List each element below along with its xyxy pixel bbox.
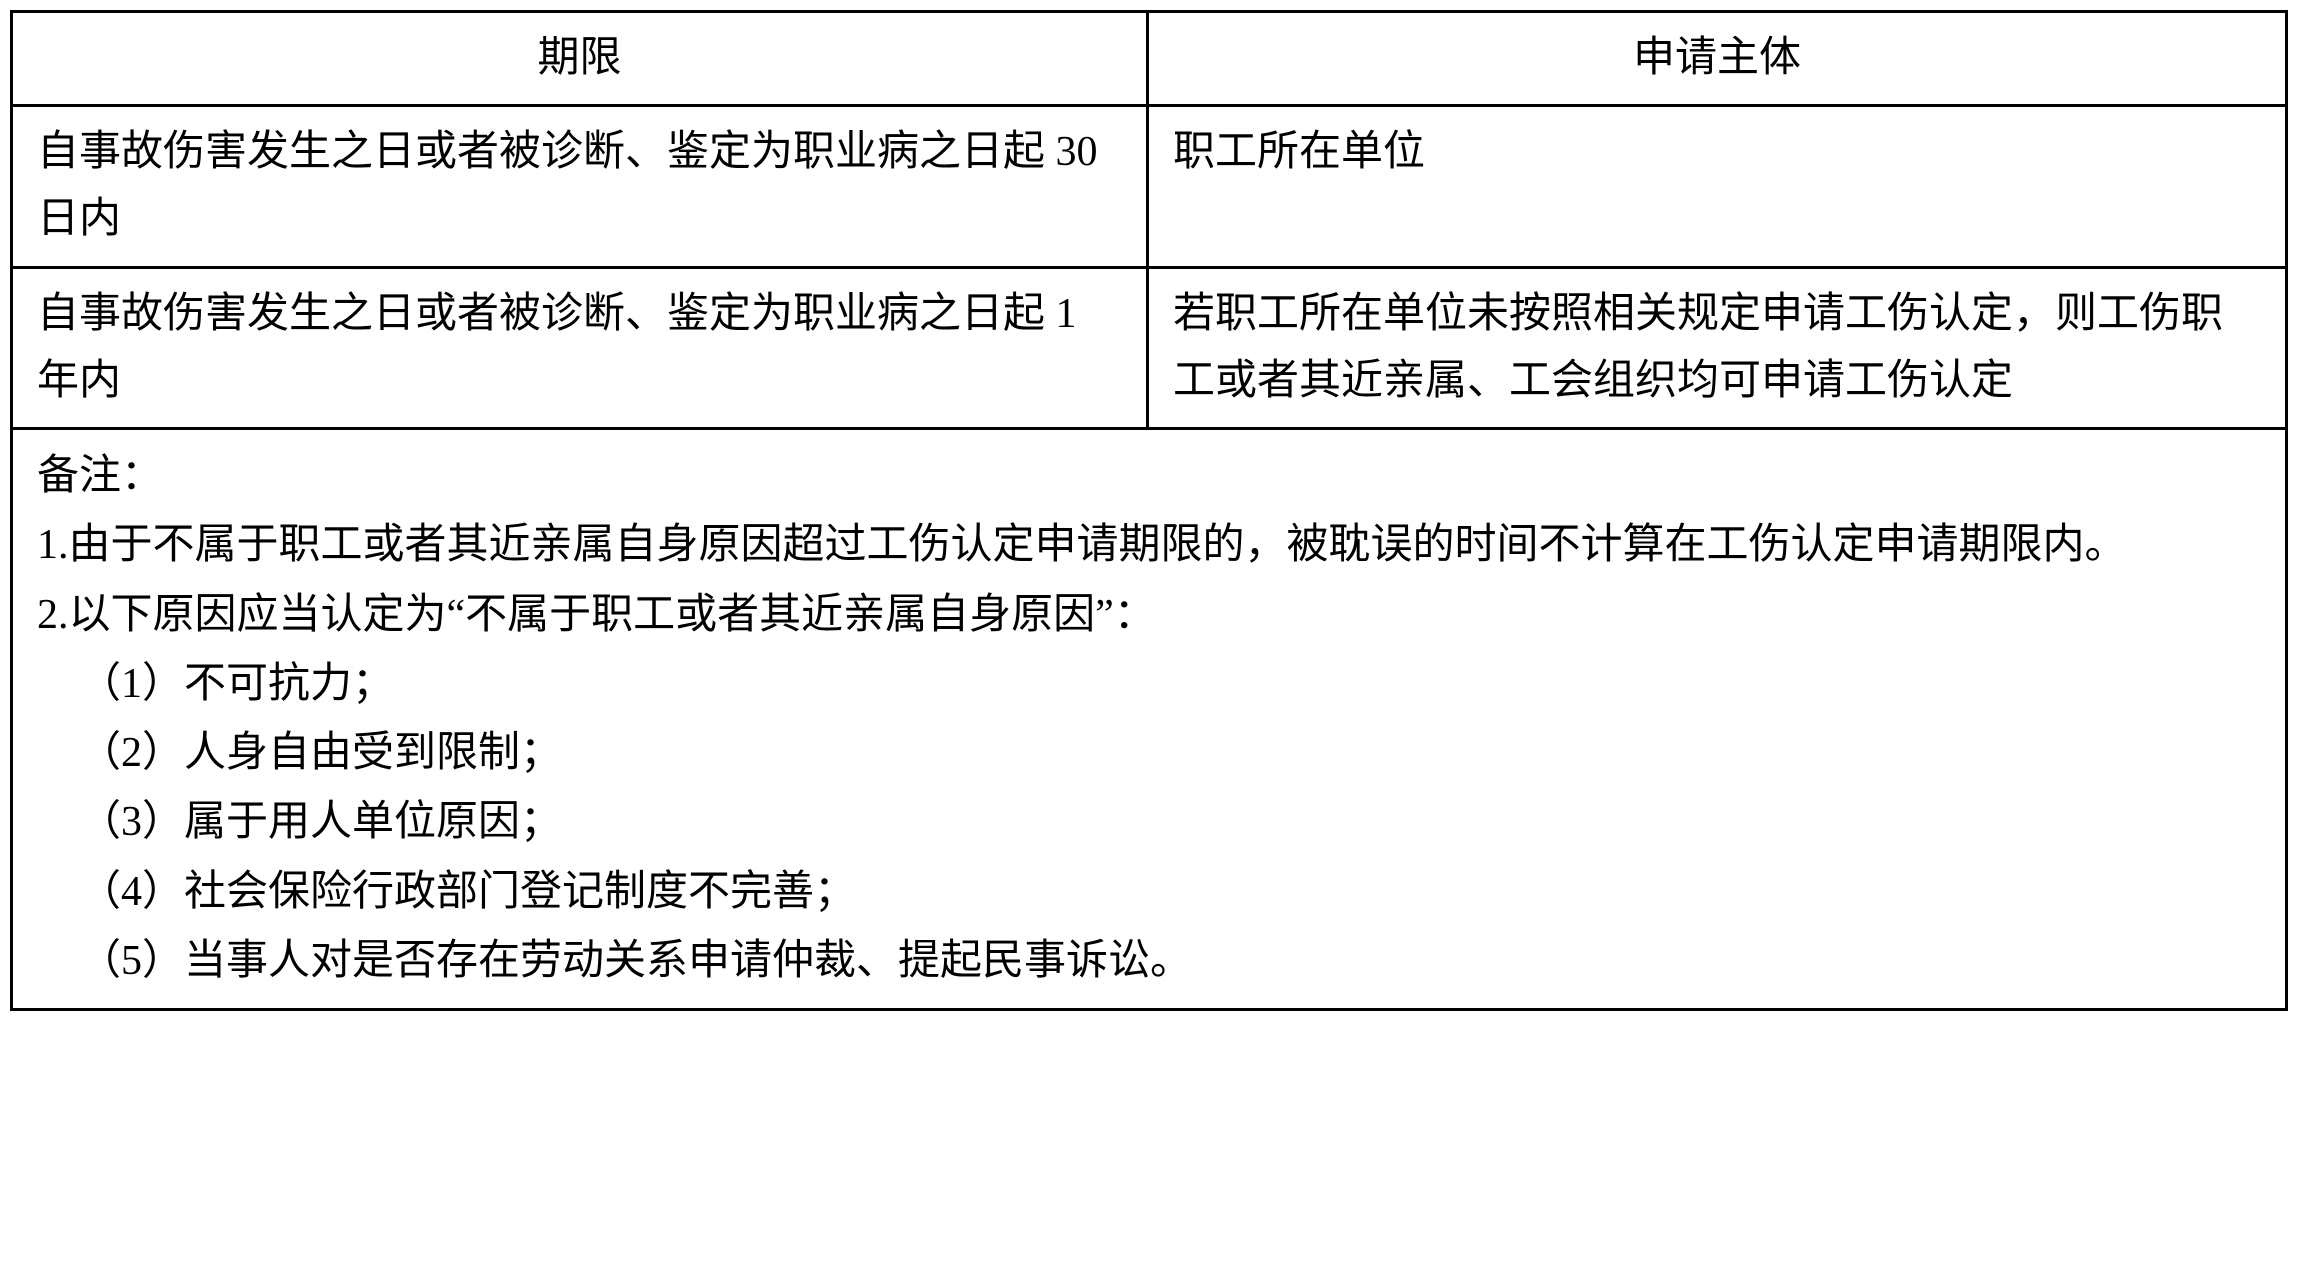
notes-subitem-3: （3）属于用人单位原因；	[37, 788, 2261, 857]
table-row: 自事故伤害发生之日或者被诊断、鉴定为职业病之日起 30 日内 职工所在单位	[13, 107, 2285, 268]
cell-deadline-1: 自事故伤害发生之日或者被诊断、鉴定为职业病之日起 30 日内	[13, 107, 1149, 265]
notes-item-2: 2.以下原因应当认定为“不属于职工或者其近亲属自身原因”：	[37, 581, 2261, 650]
header-cell-deadline: 期限	[13, 13, 1149, 104]
cell-applicant-2: 若职工所在单位未按照相关规定申请工伤认定，则工伤职工或者其近亲属、工会组织均可申…	[1149, 269, 2285, 427]
notes-subitem-5: （5）当事人对是否存在劳动关系申请仲裁、提起民事诉讼。	[37, 927, 2261, 996]
cell-applicant-1: 职工所在单位	[1149, 107, 2285, 265]
notes-subitem-1: （1）不可抗力；	[37, 650, 2261, 719]
notes-item-1: 1.由于不属于职工或者其近亲属自身原因超过工伤认定申请期限的，被耽误的时间不计算…	[37, 511, 2261, 580]
table-row: 自事故伤害发生之日或者被诊断、鉴定为职业病之日起 1 年内 若职工所在单位未按照…	[13, 269, 2285, 430]
notes-cell: 备注： 1.由于不属于职工或者其近亲属自身原因超过工伤认定申请期限的，被耽误的时…	[13, 430, 2285, 1008]
table-header-row: 期限 申请主体	[13, 13, 2285, 107]
document-table: 期限 申请主体 自事故伤害发生之日或者被诊断、鉴定为职业病之日起 30 日内 职…	[10, 10, 2288, 1011]
notes-subitem-4: （4）社会保险行政部门登记制度不完善；	[37, 858, 2261, 927]
notes-subitem-2: （2）人身自由受到限制；	[37, 719, 2261, 788]
cell-deadline-2: 自事故伤害发生之日或者被诊断、鉴定为职业病之日起 1 年内	[13, 269, 1149, 427]
notes-title: 备注：	[37, 442, 2261, 511]
header-cell-applicant: 申请主体	[1149, 13, 2285, 104]
notes-row: 备注： 1.由于不属于职工或者其近亲属自身原因超过工伤认定申请期限的，被耽误的时…	[13, 430, 2285, 1008]
